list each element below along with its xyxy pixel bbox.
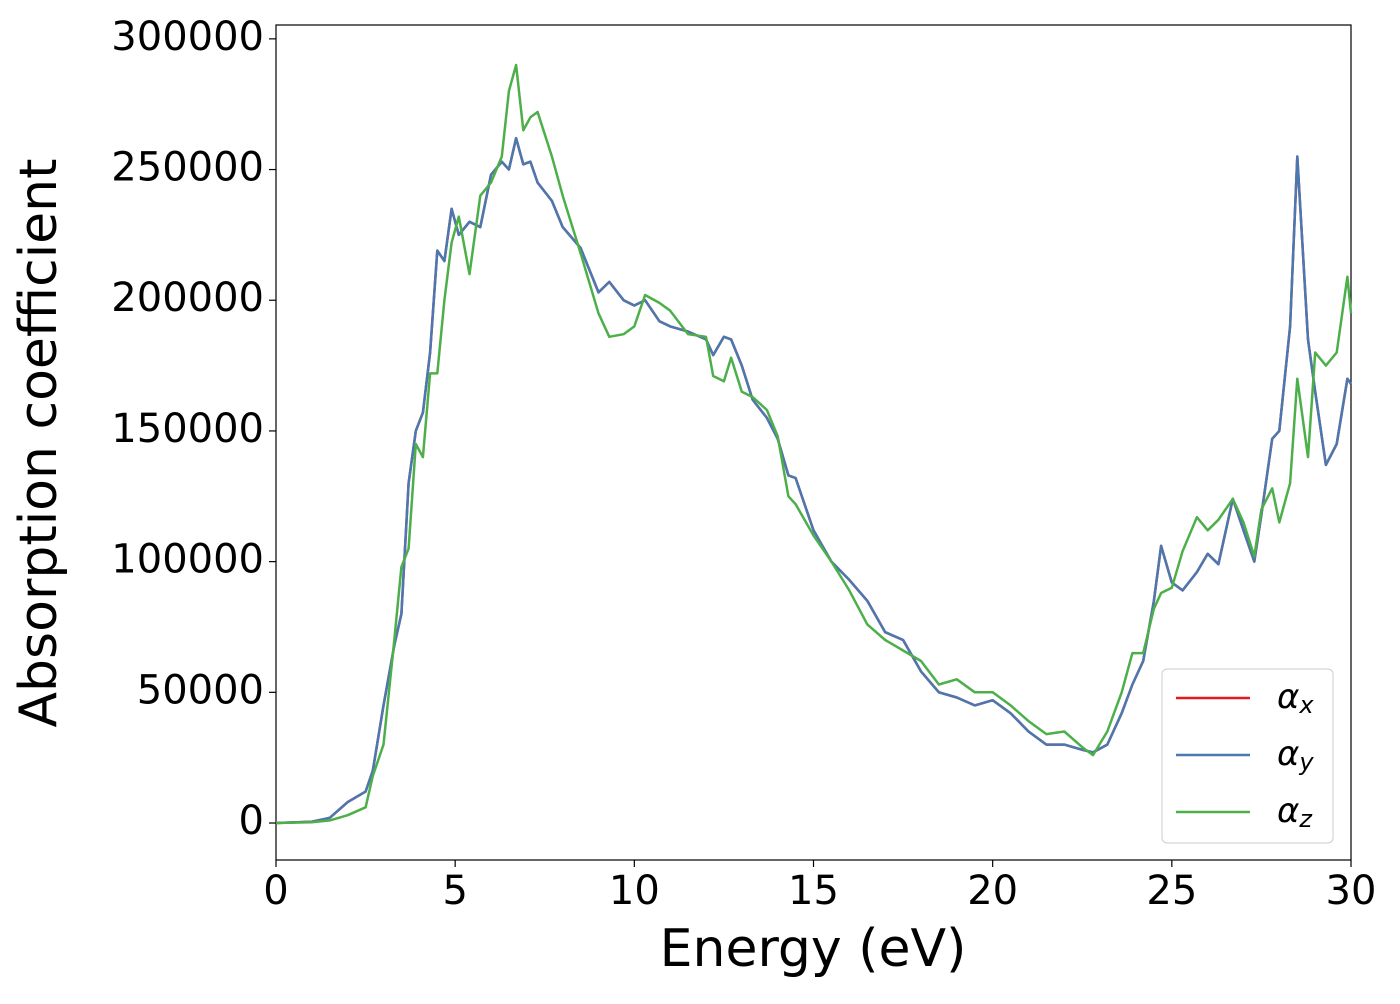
y-tick-label: 150000	[111, 406, 264, 452]
legend-label: αx	[1277, 677, 1314, 720]
legend-label: αy	[1277, 734, 1314, 777]
series-line	[275, 63, 1353, 825]
y-tick-label: 0	[239, 798, 264, 844]
x-axis-label: Energy (eV)	[660, 919, 967, 979]
x-tick-label: 25	[1146, 868, 1197, 914]
x-tick-label: 0	[263, 868, 288, 914]
y-tick-label: 250000	[111, 145, 264, 191]
x-tick-label: 20	[967, 868, 1018, 914]
x-tick-label: 10	[609, 868, 660, 914]
y-tick-label: 300000	[111, 14, 264, 60]
x-tick-label: 5	[442, 868, 467, 914]
y-axis-label: Absorption coefficient	[9, 158, 69, 727]
x-tick-label: 30	[1326, 868, 1377, 914]
x-tick-label: 15	[788, 868, 839, 914]
y-tick-label: 50000	[137, 667, 264, 713]
y-tick-label: 200000	[111, 275, 264, 321]
y-tick-label: 100000	[111, 537, 264, 583]
legend-label: αz	[1277, 791, 1313, 834]
